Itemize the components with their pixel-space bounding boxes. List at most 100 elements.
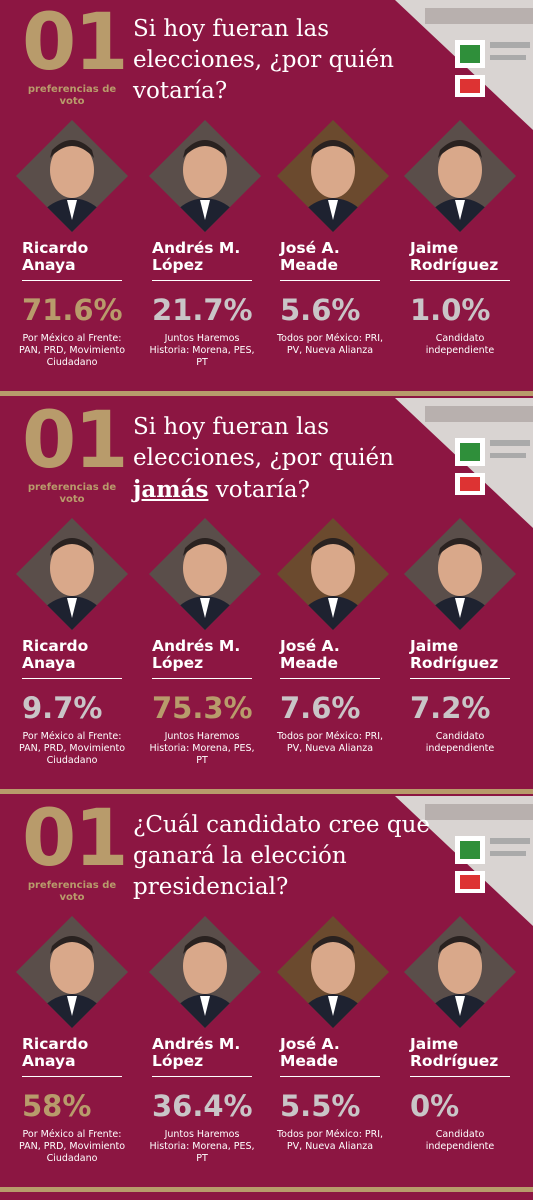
name-line: Anaya <box>22 1052 76 1070</box>
question-part: ¿Cuál candidato cree que ganará la elecc… <box>133 812 431 900</box>
name-line: López <box>152 256 204 274</box>
percent: 1.0% <box>410 293 491 327</box>
candidate-name: Andrés M. López <box>152 1036 252 1077</box>
candidate-photo <box>16 518 128 630</box>
name-line: Anaya <box>22 256 76 274</box>
candidate-photo <box>277 518 389 630</box>
name-line: José A. <box>280 1035 340 1053</box>
candidate-name: Ricardo Anaya <box>22 1036 122 1077</box>
candidate: José A. Meade 5.5% Todos por México: PRI, P… <box>277 1036 398 1153</box>
ballot-image <box>395 0 533 130</box>
candidate-photo <box>149 916 261 1028</box>
candidate-name: Ricardo Anaya <box>22 240 122 281</box>
candidate: Jaime Rodríguez 0% Candidato independiente <box>410 1036 528 1153</box>
name-line: Andrés M. <box>152 637 241 655</box>
name-line: Jaime <box>410 637 459 655</box>
name-line: Rodríguez <box>410 1052 499 1070</box>
name-line: Ricardo <box>22 239 89 257</box>
percent: 0% <box>410 1089 460 1123</box>
percent: 5.5% <box>280 1089 361 1123</box>
name-line: Andrés M. <box>152 239 241 257</box>
name-line: Meade <box>280 654 339 672</box>
percent: 75.3% <box>152 691 253 725</box>
candidate-name: José A. Meade <box>280 240 380 281</box>
percent: 71.6% <box>22 293 123 327</box>
percent: 36.4% <box>152 1089 253 1123</box>
coalition: Todos por México: PRI, PV, Nueva Alianza <box>276 1129 384 1152</box>
candidate-name: Andrés M. López <box>152 638 252 679</box>
coalition: Todos por México: PRI, PV, Nueva Alianza <box>276 731 384 754</box>
coalition: Candidato independiente <box>425 731 495 754</box>
candidate: Ricardo Anaya 71.6% Por México al Frente: P… <box>19 240 140 369</box>
separator <box>0 391 533 396</box>
coalition: Todos por México: PRI, PV, Nueva Alianza <box>276 333 384 356</box>
name-line: Ricardo <box>22 1035 89 1053</box>
name-line: Jaime <box>410 1035 459 1053</box>
candidate: Andrés M. López 75.3% Juntos Haremos Histor… <box>149 638 270 767</box>
coalition: Juntos Haremos Historia: Morena, PES, PT <box>149 333 255 368</box>
candidate-photo <box>404 916 516 1028</box>
candidate: Ricardo Anaya 9.7% Por México al Frente: PA… <box>19 637 140 767</box>
name-line: José A. <box>280 239 340 257</box>
section-label: preferencias de voto <box>27 880 117 903</box>
ballot-image <box>395 796 533 926</box>
candidate-photo <box>149 518 261 630</box>
question: Si hoy fueran las elecciones, ¿por quién… <box>133 412 433 506</box>
section-number: 01 <box>22 0 129 88</box>
candidate-photo <box>16 120 128 232</box>
candidate-photo <box>149 120 261 232</box>
name-line: Meade <box>280 256 339 274</box>
question: ¿Cuál candidato cree que ganará la elecc… <box>133 810 433 903</box>
candidate-name: Jaime Rodríguez <box>410 240 510 281</box>
name-line: Ricardo <box>22 637 89 655</box>
coalition: Candidato independiente <box>425 1129 495 1152</box>
candidate: Andrés M. López 36.4% Juntos Haremos Histor… <box>149 1036 270 1165</box>
name-line: Jaime <box>410 239 459 257</box>
question: Si hoy fueran las elecciones, ¿por quién… <box>133 14 433 107</box>
poll-panel: 01 preferencias de voto Si hoy fueran las … <box>0 0 533 396</box>
coalition: Juntos Haremos Historia: Morena, PES, PT <box>149 1129 255 1164</box>
question-part: Si hoy fueran las elecciones, ¿por quién… <box>133 16 394 104</box>
candidate-photo <box>404 518 516 630</box>
name-line: Rodríguez <box>410 654 499 672</box>
question-part: votaría? <box>208 477 310 503</box>
candidate-name: José A. Meade <box>280 1036 380 1077</box>
candidate: Andrés M. López 21.7% Juntos Haremos Histor… <box>149 240 270 369</box>
section-label: preferencias de voto <box>27 482 117 505</box>
candidate-photo <box>277 120 389 232</box>
percent: 9.7% <box>22 691 103 725</box>
name-line: Anaya <box>22 654 76 672</box>
candidate: Ricardo Anaya 58% Por México al Frente: PAN… <box>19 1036 140 1165</box>
candidate: José A. Meade 5.6% Todos por México: PRI, P… <box>277 240 398 357</box>
percent: 7.6% <box>280 691 361 725</box>
separator <box>0 789 533 794</box>
coalition: Por México al Frente: PAN, PRD, Movimien… <box>18 731 126 766</box>
name-line: Andrés M. <box>152 1035 241 1053</box>
coalition: Candidato independiente <box>425 333 495 356</box>
coalition: Por México al Frente: PAN, PRD, Movimien… <box>18 333 126 368</box>
candidate: José A. Meade 7.6% Todos por México: PRI, P… <box>277 638 398 755</box>
candidate-name: Jaime Rodríguez <box>410 1036 510 1077</box>
name-line: Rodríguez <box>410 256 499 274</box>
candidate-name: José A. Meade <box>280 638 380 679</box>
section-number: 01 <box>22 398 129 486</box>
name-line: López <box>152 654 204 672</box>
question-part: Si hoy fueran las elecciones, ¿por quién <box>133 414 394 471</box>
ballot-image <box>395 398 533 528</box>
poll-panel: 01 preferencias de voto ¿Cuál candidato cr… <box>0 796 533 1192</box>
percent: 58% <box>22 1089 92 1123</box>
candidate-name: Andrés M. López <box>152 240 252 281</box>
candidate-photo <box>404 120 516 232</box>
candidate-photo <box>16 916 128 1028</box>
name-line: José A. <box>280 637 340 655</box>
question-part: jamás <box>133 476 209 503</box>
separator <box>0 1187 533 1192</box>
candidate: Jaime Rodríguez 1.0% Candidato independient… <box>410 240 528 357</box>
percent: 7.2% <box>410 691 491 725</box>
name-line: López <box>152 1052 204 1070</box>
poll-panel: 01 preferencias de voto Si hoy fueran las … <box>0 398 533 794</box>
name-line: Meade <box>280 1052 339 1070</box>
candidate-name: Jaime Rodríguez <box>410 638 510 679</box>
percent: 21.7% <box>152 293 253 327</box>
